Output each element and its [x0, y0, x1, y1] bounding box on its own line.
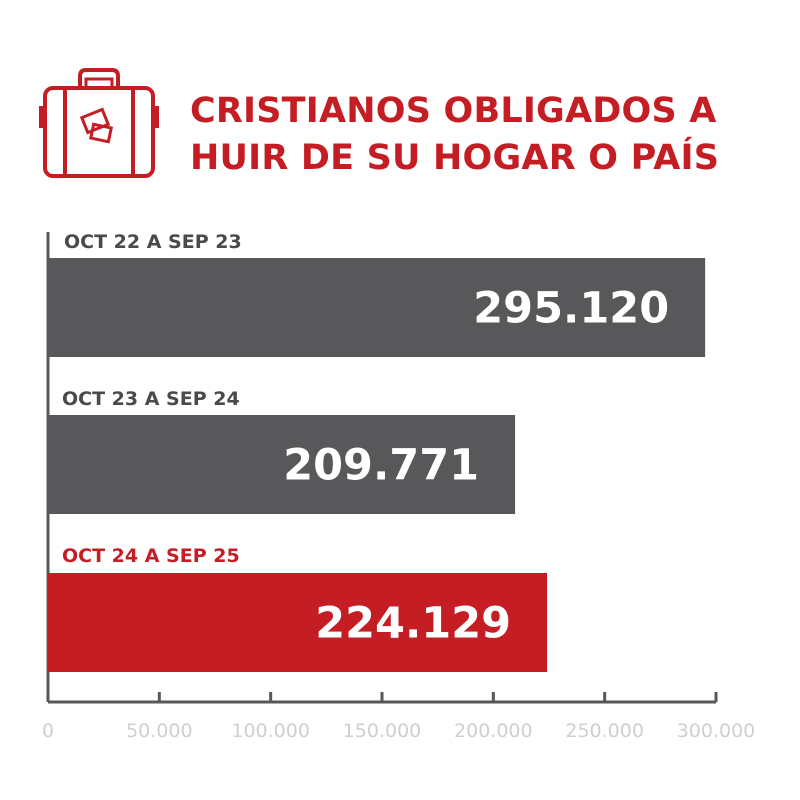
value-label: 295.120 [473, 284, 669, 334]
x-tick-label: 50.000 [126, 720, 192, 742]
x-tick-label: 0 [42, 720, 54, 742]
bar [48, 415, 516, 514]
chart-title: CRISTIANOS OBLIGADOS A HUIR DE SU HOGAR … [190, 88, 719, 182]
x-tick-label: 200.000 [454, 720, 533, 742]
x-tick-label: 150.000 [343, 720, 422, 742]
x-tick-label: 250.000 [565, 720, 644, 742]
bar [48, 258, 706, 357]
x-tick-label: 100.000 [231, 720, 310, 742]
category-label: OCT 22 A SEP 23 [64, 231, 242, 253]
bar [48, 573, 548, 672]
x-tick-label: 300.000 [677, 720, 756, 742]
category-label: OCT 23 A SEP 24 [62, 388, 240, 410]
value-label: 224.129 [315, 599, 511, 649]
chart-title-line-2: HUIR DE SU HOGAR O PAÍS [190, 138, 720, 178]
value-label: 209.771 [283, 441, 479, 491]
chart-title-line-1: CRISTIANOS OBLIGADOS A [190, 91, 717, 131]
category-label: OCT 24 A SEP 25 [62, 545, 240, 567]
suitcase-icon [39, 68, 159, 178]
